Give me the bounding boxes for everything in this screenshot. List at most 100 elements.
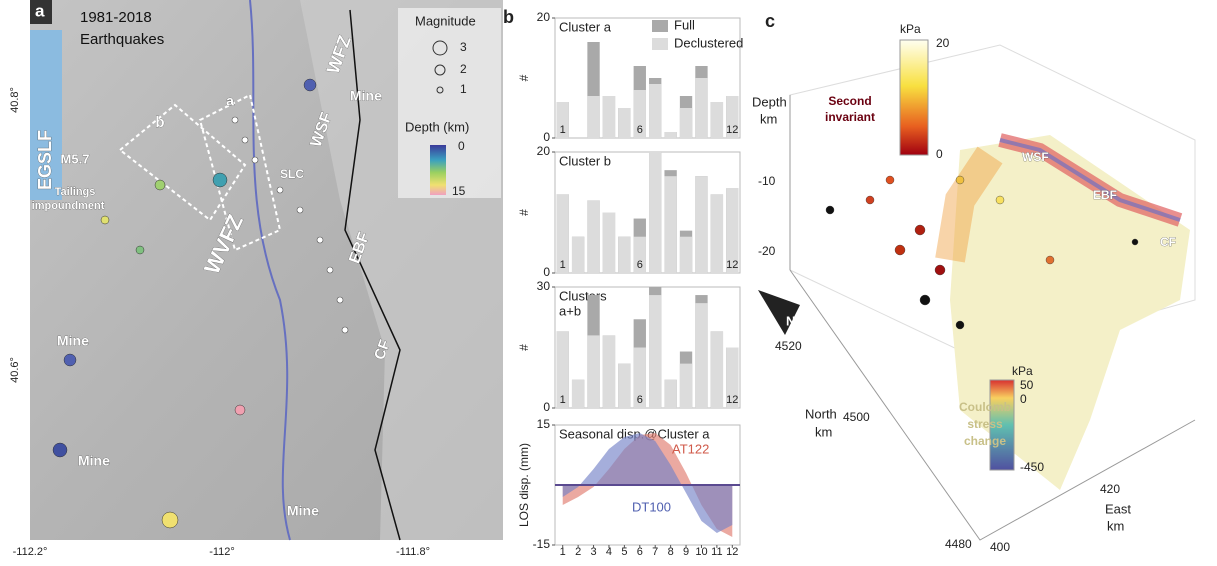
x-tick-label: 6 xyxy=(637,546,643,558)
colorbar-title: Coulomb xyxy=(959,400,1011,414)
x-tick-label: 11 xyxy=(711,546,722,558)
x-tick-label: 1 xyxy=(560,546,566,558)
legend-swatch xyxy=(652,20,668,32)
map-label: EGSLF xyxy=(35,130,55,190)
chart-title: Seasonal disp.@Cluster a xyxy=(559,426,710,441)
tick-label: -10 xyxy=(758,174,776,188)
bar xyxy=(664,176,677,273)
axis-label: North xyxy=(805,406,837,421)
tick-label: 4520 xyxy=(775,339,802,353)
axis-label: km xyxy=(760,111,777,126)
3d-plot xyxy=(758,39,1196,541)
tick-label: 4480 xyxy=(945,537,972,551)
tick-label: -20 xyxy=(758,244,776,258)
panel-label: b xyxy=(503,7,514,27)
bar xyxy=(587,200,600,273)
bar xyxy=(679,108,693,138)
y-tick-label: -15 xyxy=(533,537,551,551)
y-axis-label: # xyxy=(517,344,531,351)
y-tick-label: 20 xyxy=(537,10,551,24)
bar xyxy=(695,78,708,138)
y-tick-label: 30 xyxy=(537,279,551,293)
chart-title: Cluster b xyxy=(559,153,611,168)
x-tick-label: 12 xyxy=(726,259,738,271)
plot-frame xyxy=(554,151,741,274)
colorbar-title: Second xyxy=(828,94,871,108)
y-axis-label: # xyxy=(517,74,531,81)
x-tick-label: 1 xyxy=(560,124,566,136)
lon-tick: -112° xyxy=(209,546,235,558)
bar xyxy=(633,236,646,273)
lon-tick: -112.2° xyxy=(13,546,48,558)
map-title: Earthquakes xyxy=(80,31,164,48)
legend-label: Full xyxy=(674,17,695,32)
axis-label: Depth xyxy=(752,94,787,109)
bar xyxy=(710,331,724,408)
x-tick-label: 5 xyxy=(621,546,627,558)
plot-frame xyxy=(554,286,741,409)
x-tick-label: 12 xyxy=(726,394,738,406)
x-tick-label: 12 xyxy=(726,124,738,136)
y-tick-label: 0 xyxy=(543,265,550,279)
bar xyxy=(556,102,569,138)
plot-frame xyxy=(554,17,741,139)
bar xyxy=(618,363,631,408)
chart-title: Cluster a xyxy=(559,19,612,34)
legend-title: Magnitude xyxy=(415,13,476,28)
x-tick-label: 7 xyxy=(652,546,658,558)
colorbar-title: stress xyxy=(967,417,1003,431)
axis-label: km xyxy=(815,424,832,439)
bar xyxy=(587,96,600,138)
x-tick-label: 12 xyxy=(726,546,738,558)
bar xyxy=(649,152,662,273)
legend-label: 1 xyxy=(460,82,467,96)
colorbar-title: invariant xyxy=(825,110,875,124)
bar xyxy=(587,335,600,408)
bar xyxy=(649,295,662,408)
axis-label: km xyxy=(1107,518,1124,533)
map-title: 1981-2018 xyxy=(80,9,152,26)
map-label: CF xyxy=(371,338,394,363)
fault-label: EBF xyxy=(1093,188,1117,202)
map-label: b xyxy=(155,114,164,131)
legend-label: 0 xyxy=(458,139,465,153)
x-tick-label: 6 xyxy=(637,259,643,271)
bar xyxy=(618,236,631,273)
bar xyxy=(556,331,569,408)
fault-label: WSF xyxy=(1022,150,1049,164)
bar xyxy=(571,379,585,408)
colorbar-tick: 0 xyxy=(1020,392,1027,406)
bar xyxy=(633,347,646,408)
axis-label: East xyxy=(1105,501,1131,516)
colorbar-tick: -450 xyxy=(1020,460,1044,474)
bar xyxy=(556,194,569,273)
y-tick-label: 15 xyxy=(537,417,551,431)
x-tick-label: 9 xyxy=(683,546,689,558)
colorbar-tick: 20 xyxy=(936,36,950,50)
bar xyxy=(649,84,662,138)
panel-label: c xyxy=(765,11,775,31)
legend-label: AT122 xyxy=(672,441,709,456)
map-label: impoundment xyxy=(32,200,105,212)
bar xyxy=(633,90,646,138)
x-tick-label: 4 xyxy=(606,546,612,558)
lon-tick: -111.8° xyxy=(396,546,430,558)
x-tick-label: 1 xyxy=(560,259,566,271)
bar xyxy=(664,132,677,138)
mine-label: Mine xyxy=(350,88,382,104)
x-tick-label: 3 xyxy=(590,546,596,558)
fault-label: CF xyxy=(1160,235,1176,249)
chart-title: a+b xyxy=(559,303,581,318)
mine-label: Mine xyxy=(57,333,89,349)
x-tick-label: 6 xyxy=(637,124,643,136)
area xyxy=(562,433,733,533)
colorbar-unit: kPa xyxy=(900,22,921,36)
y-tick-label: 0 xyxy=(543,130,550,144)
y-axis-label: # xyxy=(517,209,531,216)
bar xyxy=(664,379,677,408)
bar xyxy=(602,96,616,138)
legend-swatch xyxy=(652,38,668,50)
bar xyxy=(695,303,708,408)
tick-label: 420 xyxy=(1100,482,1120,496)
